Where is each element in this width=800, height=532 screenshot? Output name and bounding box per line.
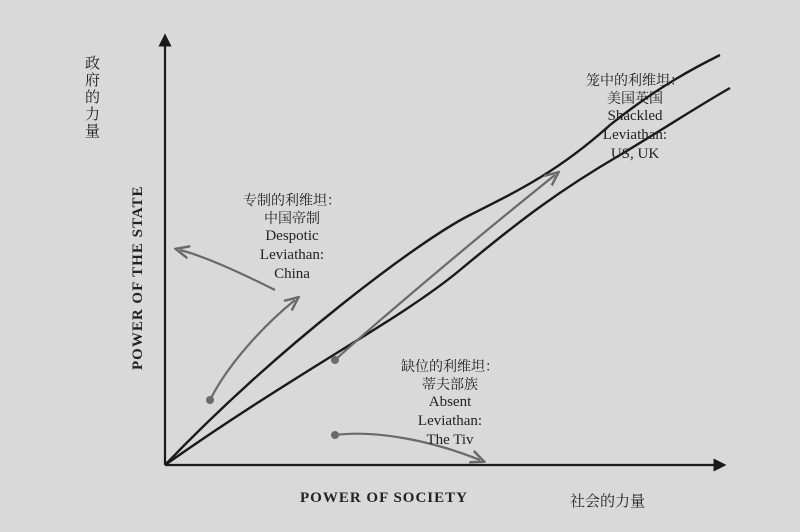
despotic-en3: China [222,265,362,284]
shackled-en1: Shackled [560,107,710,126]
shackled-cn1: 笼中的利维坦： [560,72,710,90]
absent-en1: Absent [380,393,520,412]
figure-container: { "background_color": "#d9d9d9", "axis":… [0,0,800,532]
shackled-en3: US, UK [560,145,710,164]
absent-cn1: 缺位的利维坦： [380,358,520,376]
shackled-cn2: 美国英国 [560,90,710,108]
despotic-trajectory-1 [210,300,295,400]
despotic-label: 专制的利维坦： 中国帝制 Despotic Leviathan: China [222,192,362,283]
y-axis-label-en: POWER OF THE STATE [130,185,147,370]
despotic-en1: Despotic [222,227,362,246]
x-axis-label-en: POWER OF SOCIETY [300,490,468,507]
despotic-en2: Leviathan: [222,246,362,265]
absent-en2: Leviathan: [380,412,520,431]
shackled-en2: Leviathan: [560,126,710,145]
absent-label: 缺位的利维坦： 蒂夫部族 Absent Leviathan: The Tiv [380,358,520,449]
shackled-label: 笼中的利维坦： 美国英国 Shackled Leviathan: US, UK [560,72,710,163]
y-axis-label-cn: 政府的力量 [82,55,103,140]
absent-cn2: 蒂夫部族 [380,376,520,394]
despotic-cn2: 中国帝制 [222,210,362,228]
absent-en3: The Tiv [380,431,520,450]
x-axis-label-cn: 社会的力量 [570,490,645,511]
despotic-cn1: 专制的利维坦： [222,192,362,210]
shackled-trajectory [335,175,555,360]
